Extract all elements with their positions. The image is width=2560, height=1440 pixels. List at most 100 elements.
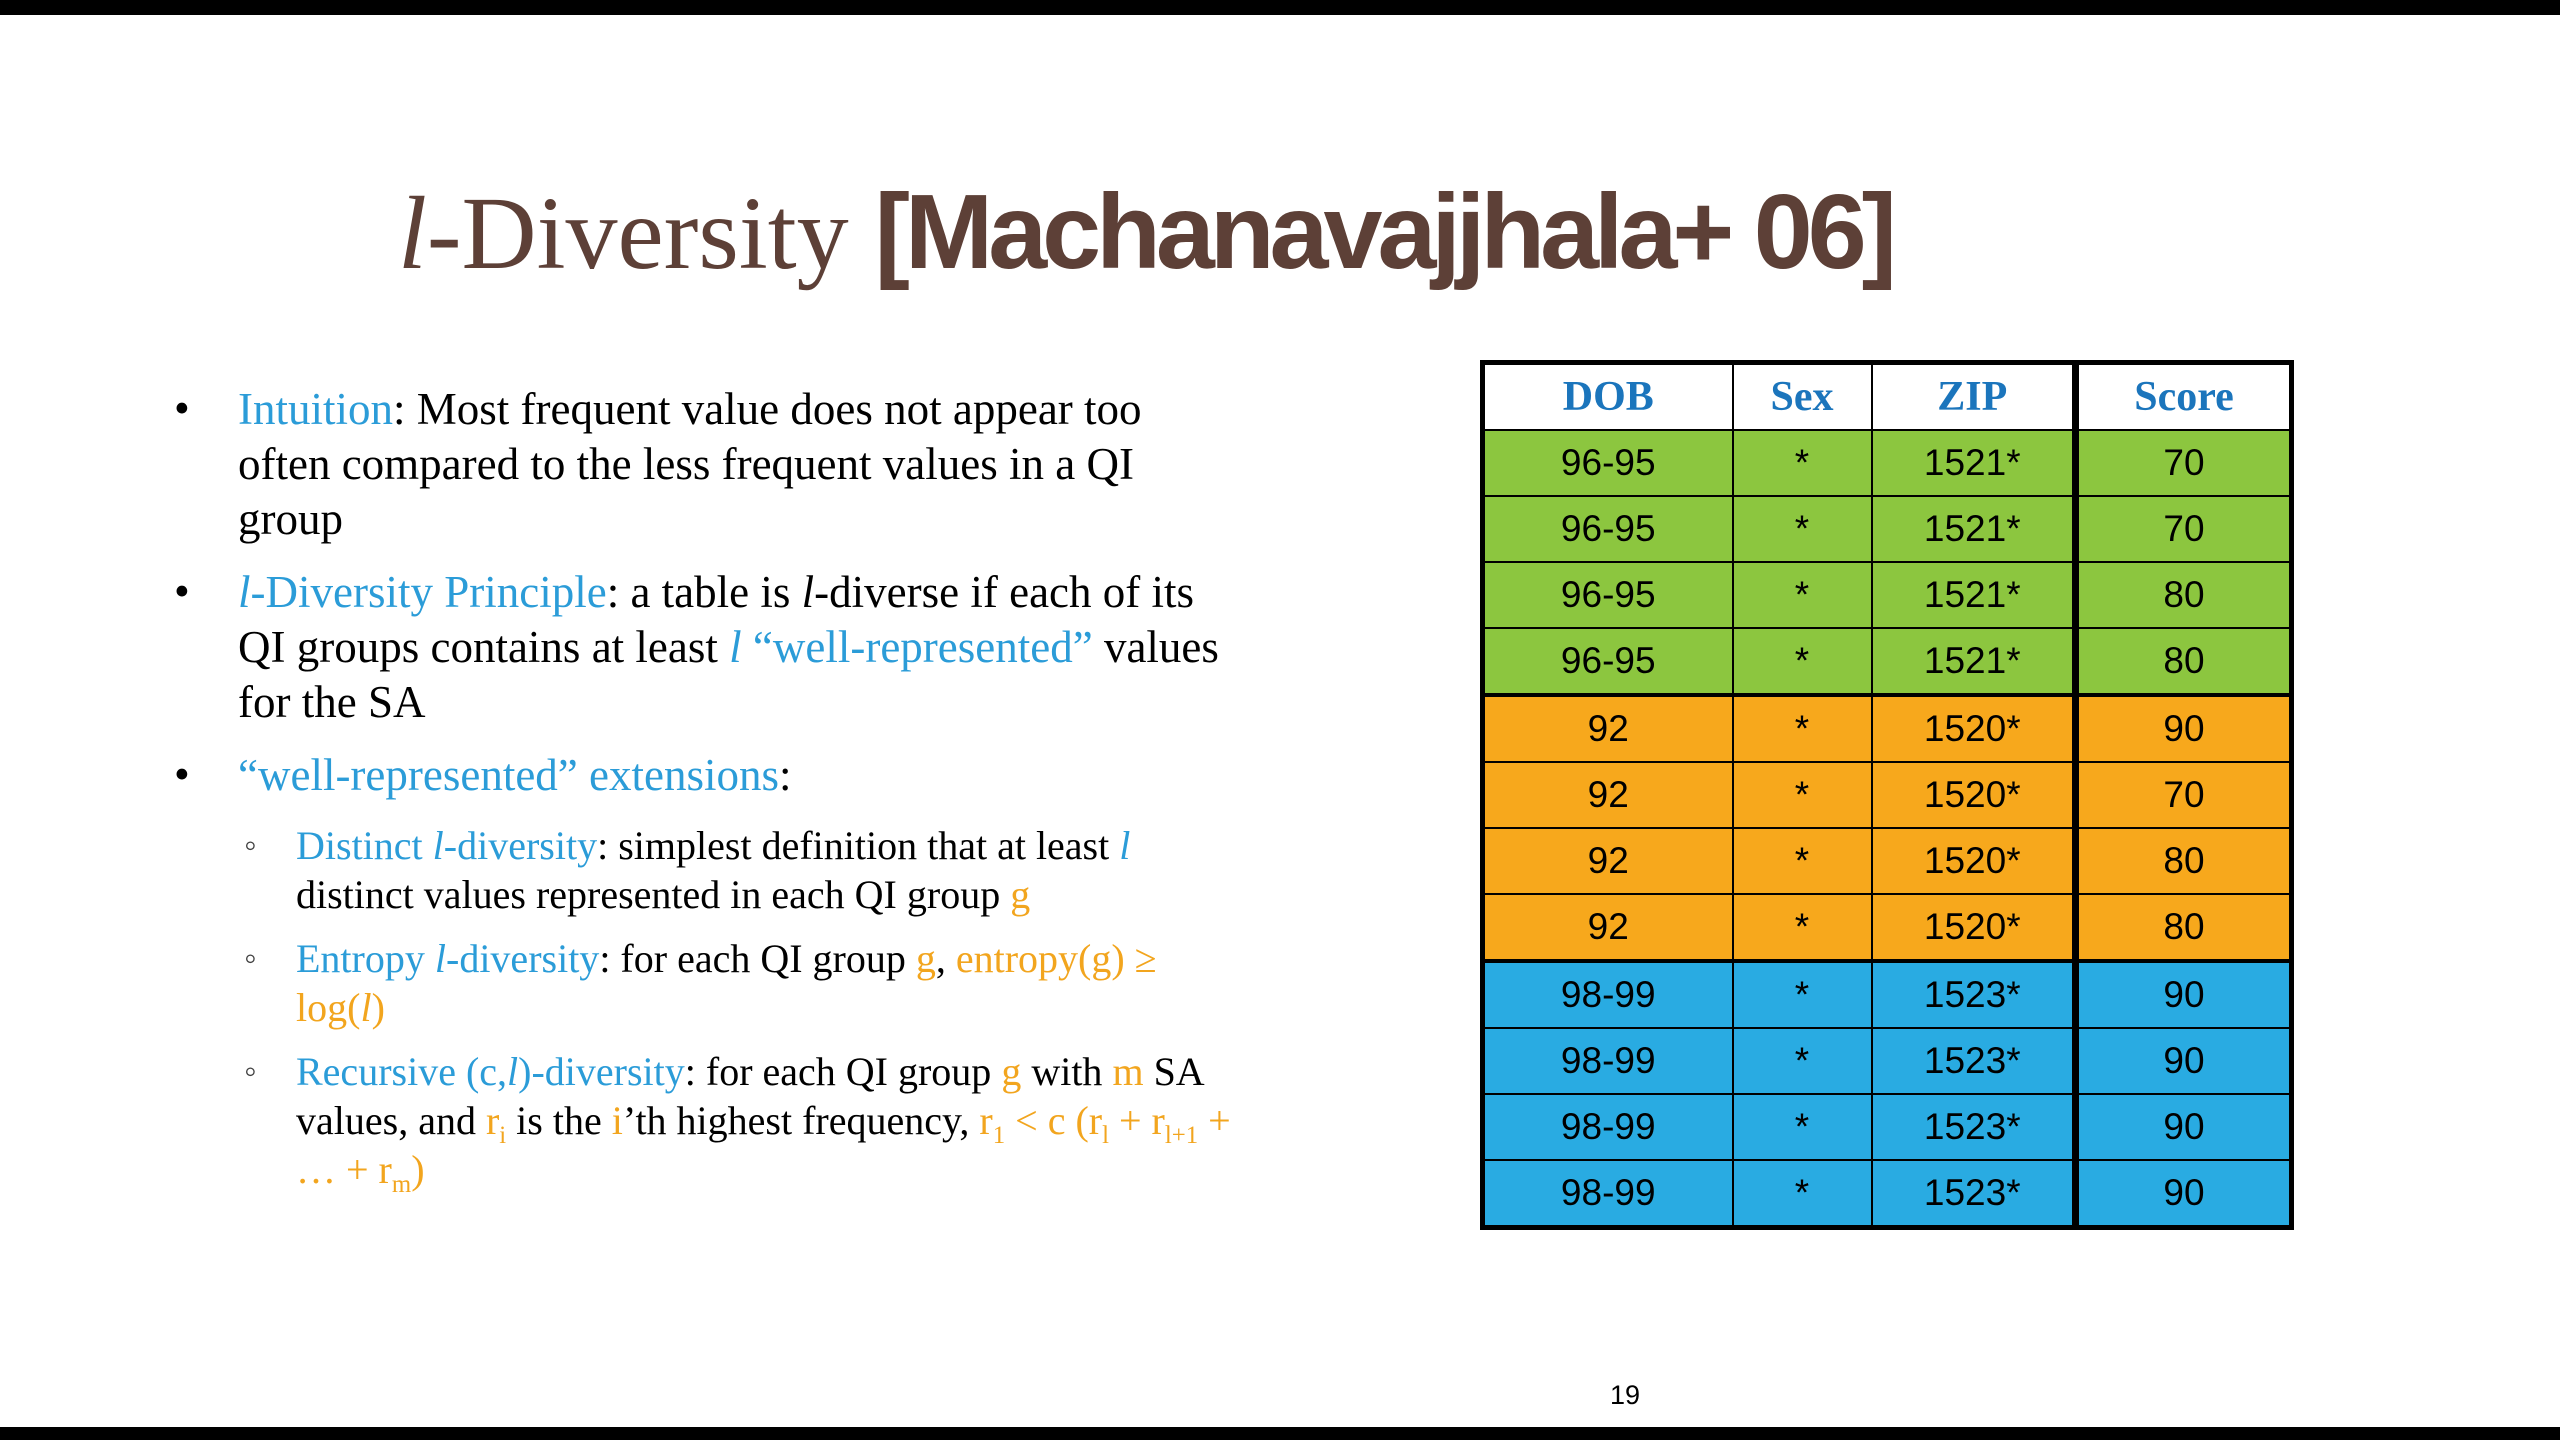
- term-r: r: [485, 1098, 500, 1143]
- cell-zip: 1520*: [1870, 761, 2077, 829]
- text-run: with: [1021, 1049, 1113, 1094]
- term-m: m: [1112, 1049, 1144, 1094]
- term-l: l: [238, 567, 251, 617]
- subscript-1: 1: [992, 1122, 1006, 1149]
- bullet-l-diversity-principle: l-Diversity Principle: a table is l-dive…: [168, 564, 1243, 730]
- table-row: 98-99 * 1523* 90: [1481, 959, 2293, 1029]
- term-g: g: [1001, 1049, 1022, 1094]
- table-row: 98-99 * 1523* 90: [1481, 1027, 2293, 1095]
- table-header-row: DOB Sex ZIP Score: [1481, 361, 2293, 431]
- term-diversity: )-diversity: [518, 1049, 685, 1094]
- text-run: :: [779, 750, 792, 800]
- term-diversity-principle: -Diversity Principle: [250, 567, 607, 617]
- table-row: 92 * 1520* 90: [1481, 693, 2293, 763]
- cell-dob: 96-95: [1481, 495, 1734, 563]
- cell-score: 80: [2072, 627, 2293, 696]
- cell-sex: *: [1731, 1027, 1873, 1095]
- cell-zip: 1521*: [1870, 495, 2077, 563]
- subbullet-distinct-l-diversity: Distinct l-diversity: simplest definitio…: [240, 821, 1243, 919]
- cell-score: 90: [2072, 959, 2293, 1029]
- cell-zip: 1523*: [1870, 1027, 2077, 1095]
- cell-dob: 98-99: [1481, 1027, 1734, 1095]
- term-g: g: [915, 936, 936, 981]
- formula-entropy-close: ): [371, 985, 385, 1030]
- term-recursive: Recursive (c,: [296, 1049, 508, 1094]
- text-run: distinct values represented in each QI g…: [296, 872, 1011, 917]
- text-run-italic-l: l: [801, 567, 815, 617]
- cell-sex: *: [1731, 827, 1873, 895]
- table-row: 96-95 * 1521* 70: [1481, 495, 2293, 563]
- cell-sex: *: [1731, 959, 1873, 1029]
- cell-dob: 96-95: [1481, 627, 1734, 696]
- cell-sex: *: [1731, 893, 1873, 962]
- cell-dob: 92: [1481, 893, 1734, 962]
- subscript-i: i: [499, 1122, 507, 1149]
- cell-sex: *: [1731, 761, 1873, 829]
- term-l: l: [507, 1049, 519, 1094]
- bullet-intuition: Intuition: Most frequent value does not …: [168, 381, 1243, 547]
- subbullet-recursive-cl-diversity: Recursive (c,l)-diversity: for each QI g…: [240, 1047, 1243, 1197]
- cell-score: 90: [2072, 693, 2293, 763]
- bottom-letterbox-bar: [0, 1427, 2560, 1440]
- formula-entropy: entropy(g) ≥ log(: [296, 936, 1157, 1030]
- term-distinct: Distinct: [296, 823, 433, 868]
- cell-score: 70: [2072, 495, 2293, 563]
- text-run: -diverse if each of its QI groups contai…: [238, 567, 1195, 672]
- subscript-l: l: [1102, 1122, 1109, 1149]
- cell-sex: *: [1731, 1093, 1873, 1161]
- term-intuition: Intuition: [238, 384, 393, 434]
- bullet-extensions: “well-represented” extensions:: [168, 747, 1243, 803]
- col-header-sex: Sex: [1731, 361, 1873, 431]
- formula-r: r: [979, 1098, 993, 1143]
- formula-lt-c: < c (r: [1005, 1098, 1103, 1143]
- cell-sex: *: [1731, 429, 1873, 497]
- text-run: ’th highest frequency,: [622, 1098, 980, 1143]
- cell-zip: 1521*: [1870, 429, 2077, 497]
- cell-score: 70: [2072, 761, 2293, 829]
- cell-zip: 1523*: [1870, 1159, 2077, 1229]
- title-diversity-text: -Diversity: [426, 175, 875, 291]
- cell-dob: 92: [1481, 693, 1734, 763]
- top-letterbox-bar: [0, 0, 2560, 15]
- formula-close-paren: ): [411, 1147, 425, 1192]
- col-header-zip: ZIP: [1870, 361, 2077, 431]
- cell-score: 80: [2072, 827, 2293, 895]
- cell-sex: *: [1731, 693, 1873, 763]
- cell-zip: 1521*: [1870, 561, 2077, 629]
- slide-title: l-Diversity [Machanavajjhala+ 06]: [0, 172, 2290, 291]
- text-run: : Most frequent value does not appear to…: [238, 384, 1142, 544]
- cell-dob: 96-95: [1481, 561, 1734, 629]
- text-run: SA values, and: [296, 1049, 1203, 1143]
- term-diversity: -diversity: [443, 823, 598, 868]
- cell-sex: *: [1731, 1159, 1873, 1229]
- table-row: 96-95 * 1521* 80: [1481, 561, 2293, 629]
- cell-score: 90: [2072, 1027, 2293, 1095]
- cell-dob: 96-95: [1481, 429, 1734, 497]
- cell-zip: 1521*: [1870, 627, 2077, 696]
- term-entropy: Entropy: [296, 936, 435, 981]
- text-run: ,: [935, 936, 956, 981]
- title-serif-part: l-Diversity: [398, 176, 875, 291]
- term-well-represented-extensions: “well-represented” extensions: [238, 750, 780, 800]
- cell-dob: 92: [1481, 761, 1734, 829]
- text-run: is the: [506, 1098, 612, 1143]
- cell-score: 90: [2072, 1093, 2293, 1161]
- col-header-score: Score: [2072, 361, 2293, 431]
- cell-score: 80: [2072, 893, 2293, 962]
- term-i: i: [611, 1098, 623, 1143]
- table-row: 92 * 1520* 80: [1481, 893, 2293, 962]
- term-l: l: [1119, 823, 1131, 868]
- cell-dob: 98-99: [1481, 959, 1734, 1029]
- cell-zip: 1523*: [1870, 1093, 2077, 1161]
- table-row: 98-99 * 1523* 90: [1481, 1159, 2293, 1229]
- text-run: : for each QI group: [684, 1049, 1002, 1094]
- formula-plus-r: + r: [1108, 1098, 1165, 1143]
- cell-dob: 92: [1481, 827, 1734, 895]
- title-citation: [Machanavajjhala+ 06]: [874, 172, 1897, 291]
- term-diversity: -diversity: [446, 936, 600, 981]
- term-l: l: [729, 622, 742, 672]
- subscript-l-plus-1: l+1: [1164, 1122, 1199, 1149]
- cell-zip: 1520*: [1870, 893, 2077, 962]
- formula-ellipsis-r: + … + r: [296, 1098, 1231, 1192]
- bullet-list: Intuition: Most frequent value does not …: [168, 381, 1243, 1209]
